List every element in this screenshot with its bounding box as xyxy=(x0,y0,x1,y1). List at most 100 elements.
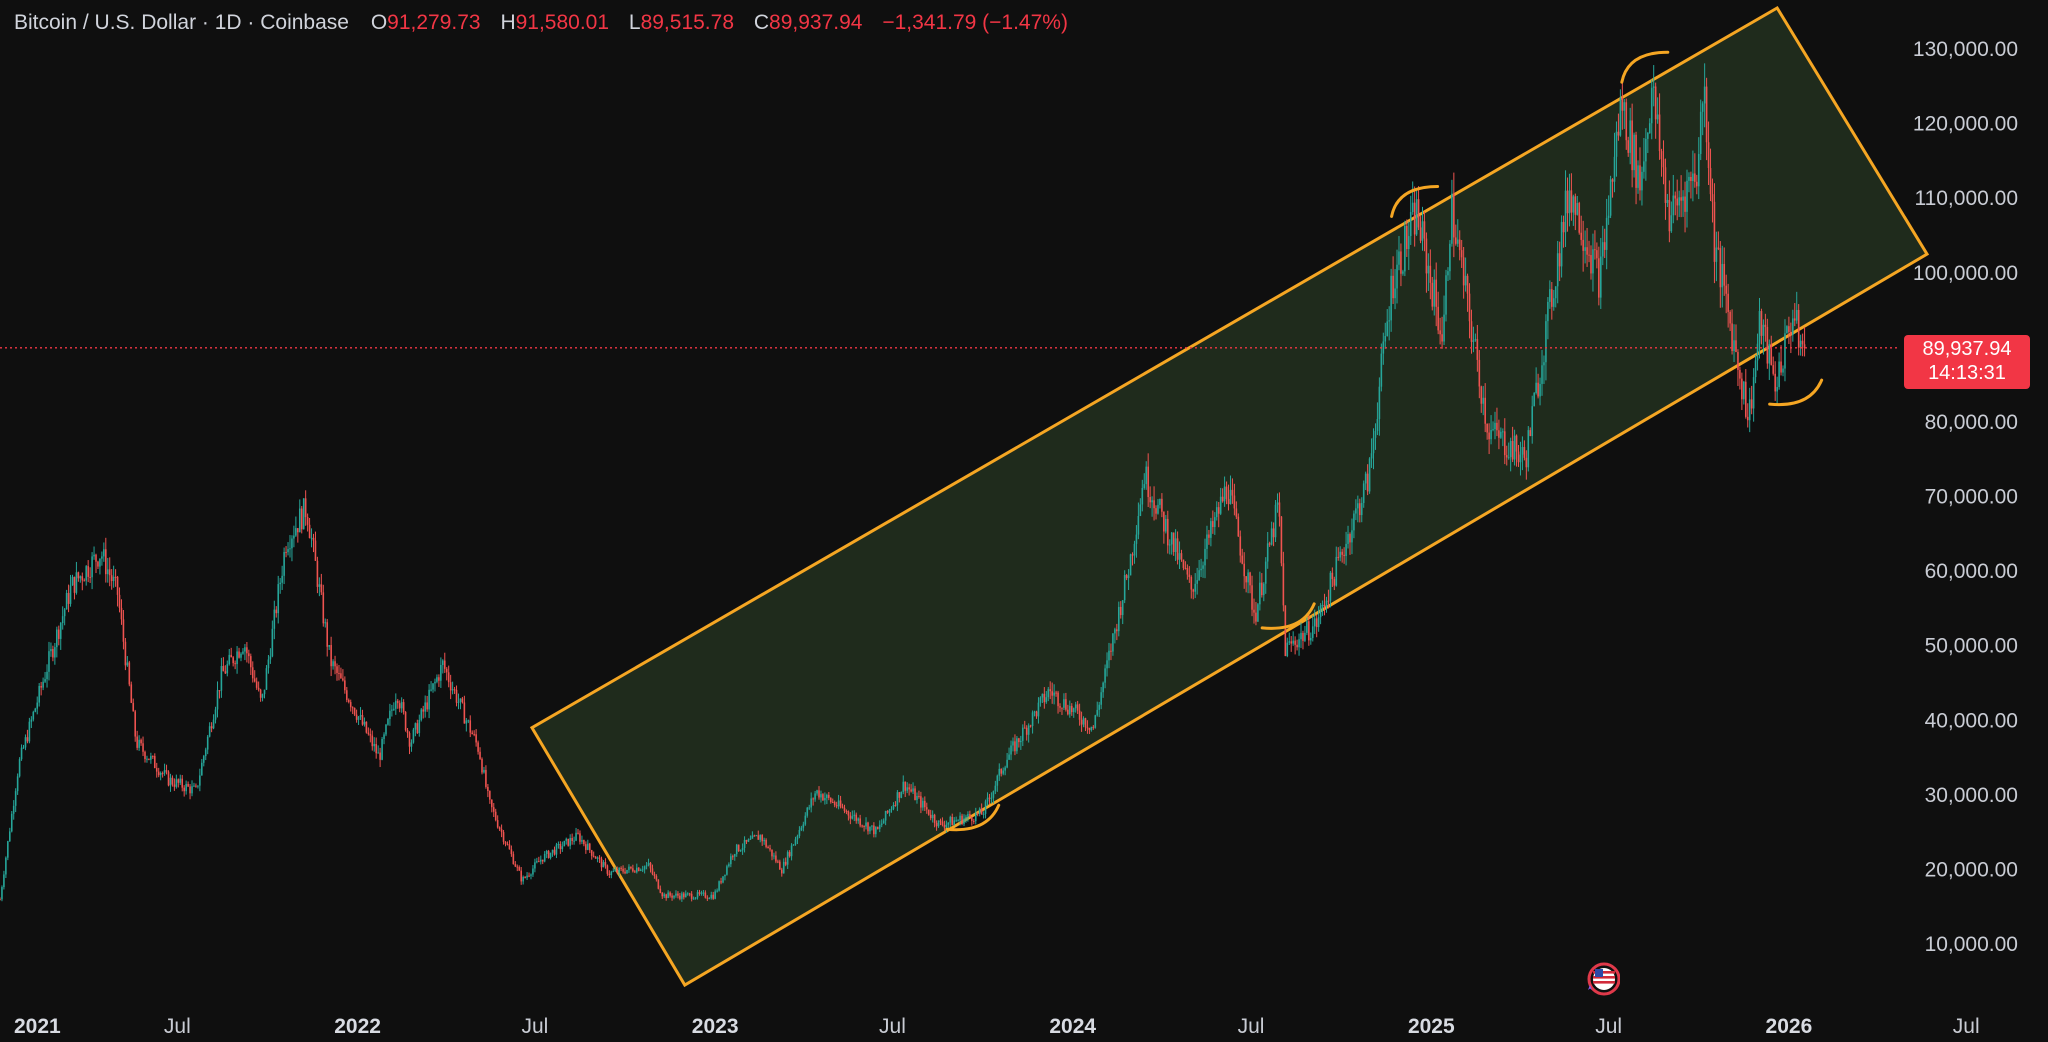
candle xyxy=(594,855,597,859)
candle xyxy=(1707,121,1710,185)
candle xyxy=(1494,411,1496,440)
candle xyxy=(1664,158,1667,220)
candle xyxy=(579,830,581,845)
candle xyxy=(449,674,452,700)
candle xyxy=(1290,636,1293,652)
candle xyxy=(1135,525,1138,558)
candle xyxy=(175,774,178,789)
candle xyxy=(1719,241,1722,308)
candle xyxy=(1470,309,1473,354)
candle xyxy=(1445,269,1447,322)
candle xyxy=(998,763,1001,781)
candle xyxy=(8,827,11,843)
candle xyxy=(54,642,56,665)
candle xyxy=(1217,501,1220,528)
candle xyxy=(12,800,15,820)
candle xyxy=(1472,326,1475,353)
candle xyxy=(741,843,744,855)
candle xyxy=(179,774,182,785)
candle xyxy=(1180,549,1183,562)
candle xyxy=(706,895,709,902)
candle xyxy=(34,707,37,713)
candle xyxy=(494,808,497,822)
candle xyxy=(708,897,711,900)
candle xyxy=(792,844,795,846)
candle xyxy=(475,729,477,747)
candle xyxy=(1204,538,1206,579)
candle xyxy=(420,707,423,722)
candle xyxy=(142,736,144,757)
candle xyxy=(694,897,697,900)
candle xyxy=(1206,525,1208,560)
candle xyxy=(1214,512,1216,535)
candle xyxy=(1221,488,1224,503)
candle xyxy=(1014,734,1016,756)
candle xyxy=(108,557,111,587)
candle xyxy=(1402,269,1404,276)
candle xyxy=(925,802,928,814)
candle xyxy=(65,589,68,610)
channel-body[interactable] xyxy=(529,5,1930,988)
candle xyxy=(402,699,405,715)
candle xyxy=(990,792,993,804)
candle xyxy=(1803,327,1806,357)
candle xyxy=(212,714,215,730)
candle xyxy=(1788,316,1790,345)
candle xyxy=(210,722,213,733)
candle xyxy=(686,892,689,896)
candle xyxy=(1554,286,1557,308)
x-tick-label: 2024 xyxy=(1049,1015,1096,1038)
candle xyxy=(777,859,779,864)
candle xyxy=(1176,531,1179,565)
candle xyxy=(1786,325,1788,334)
candle xyxy=(1280,516,1283,567)
candle xyxy=(163,763,166,776)
candle xyxy=(298,499,301,533)
candle xyxy=(71,574,74,586)
candle xyxy=(753,834,756,837)
candle xyxy=(334,655,336,675)
candle xyxy=(248,649,250,664)
candle xyxy=(1594,230,1596,260)
y-tick-label: 50,000.00 xyxy=(1925,635,2018,658)
candle xyxy=(1409,195,1412,245)
candle xyxy=(404,711,407,732)
us-event-flag-icon[interactable] xyxy=(1584,961,1620,997)
candle xyxy=(1243,552,1245,589)
candle xyxy=(1190,575,1193,599)
candle xyxy=(1407,221,1410,270)
candle xyxy=(1398,236,1400,271)
candle xyxy=(737,844,740,852)
candle xyxy=(1065,692,1067,712)
candle xyxy=(1310,632,1312,645)
candle xyxy=(569,834,571,850)
candle xyxy=(340,667,342,679)
candle xyxy=(1590,245,1592,280)
candle xyxy=(1492,421,1494,432)
candle xyxy=(592,851,595,858)
candle xyxy=(528,872,530,878)
candle xyxy=(1768,339,1771,380)
candle xyxy=(1709,148,1712,202)
candle xyxy=(1337,547,1340,561)
candle xyxy=(1069,700,1071,718)
candle xyxy=(30,716,33,729)
x-axis[interactable]: 2021 Jul 2022 Jul 2023 Jul 2024 Jul 2025 Jul 2026 J… xyxy=(14,1015,1980,1038)
candle xyxy=(369,728,372,743)
candle xyxy=(1480,385,1483,413)
candle xyxy=(1584,230,1586,264)
candle xyxy=(355,709,358,723)
candle xyxy=(428,684,430,719)
candle xyxy=(44,671,46,683)
y-axis[interactable]: 10,000.00 20,000.00 30,000.00 40,000.00 50,0… xyxy=(1913,38,2018,956)
candle xyxy=(418,714,421,737)
candle xyxy=(1503,418,1506,465)
candle xyxy=(1049,681,1052,700)
candle xyxy=(1547,297,1549,340)
parallel-channel[interactable] xyxy=(529,5,1930,988)
candle xyxy=(1325,596,1328,613)
candle xyxy=(500,824,503,838)
candle xyxy=(690,891,693,902)
candle xyxy=(97,560,99,570)
